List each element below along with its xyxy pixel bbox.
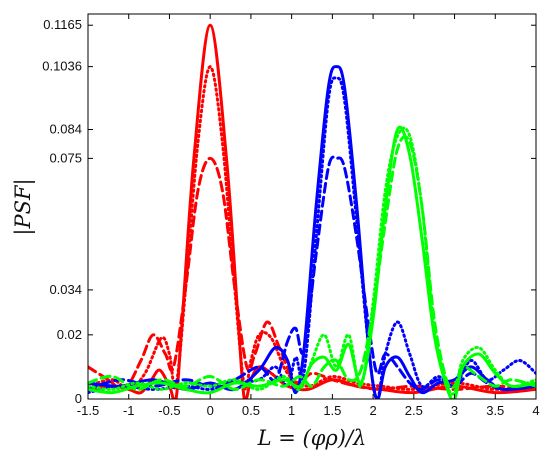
y-tick-label: 0.075 [49, 150, 82, 165]
y-tick-label: 0.1036 [42, 59, 82, 74]
x-tick-label: -0.5 [158, 403, 180, 418]
y-tick-label: 0.1165 [43, 17, 82, 32]
x-tick-label: -1 [123, 403, 135, 418]
x-tick-label: 1 [288, 403, 295, 418]
tick-layer: -1.5 -1 -0.5 0 0.5 1 1.5 2 2.5 3 3.5 4 0 0.02 0.034 0.0… [42, 14, 540, 418]
x-tick-label: 0.5 [242, 403, 260, 418]
series-line-green-dotted [88, 126, 536, 396]
y-tick-label: 0.02 [57, 327, 82, 342]
y-axis-label: |PSF| [11, 178, 36, 235]
y-tick-label: 0.034 [49, 282, 82, 297]
series-layer [88, 23, 536, 399]
x-tick-label: -1.5 [77, 403, 99, 418]
x-tick-label: 1.5 [323, 403, 341, 418]
plot-frame [87, 13, 537, 400]
x-tick-label: 2 [369, 403, 376, 418]
series-line-red-dotted [88, 65, 536, 391]
y-tick-label: 0.084 [49, 122, 82, 137]
x-tick-label: 3 [451, 403, 458, 418]
x-tick-label: 3.5 [486, 403, 504, 418]
x-tick-label: 4 [532, 403, 539, 418]
y-tick-label: 0 [75, 391, 82, 406]
x-axis-label: L = (φρ)/λ [257, 426, 367, 450]
x-tick-label: 0 [207, 403, 214, 418]
x-tick-label: 2.5 [405, 403, 423, 418]
series-line-red-solid [88, 23, 536, 399]
